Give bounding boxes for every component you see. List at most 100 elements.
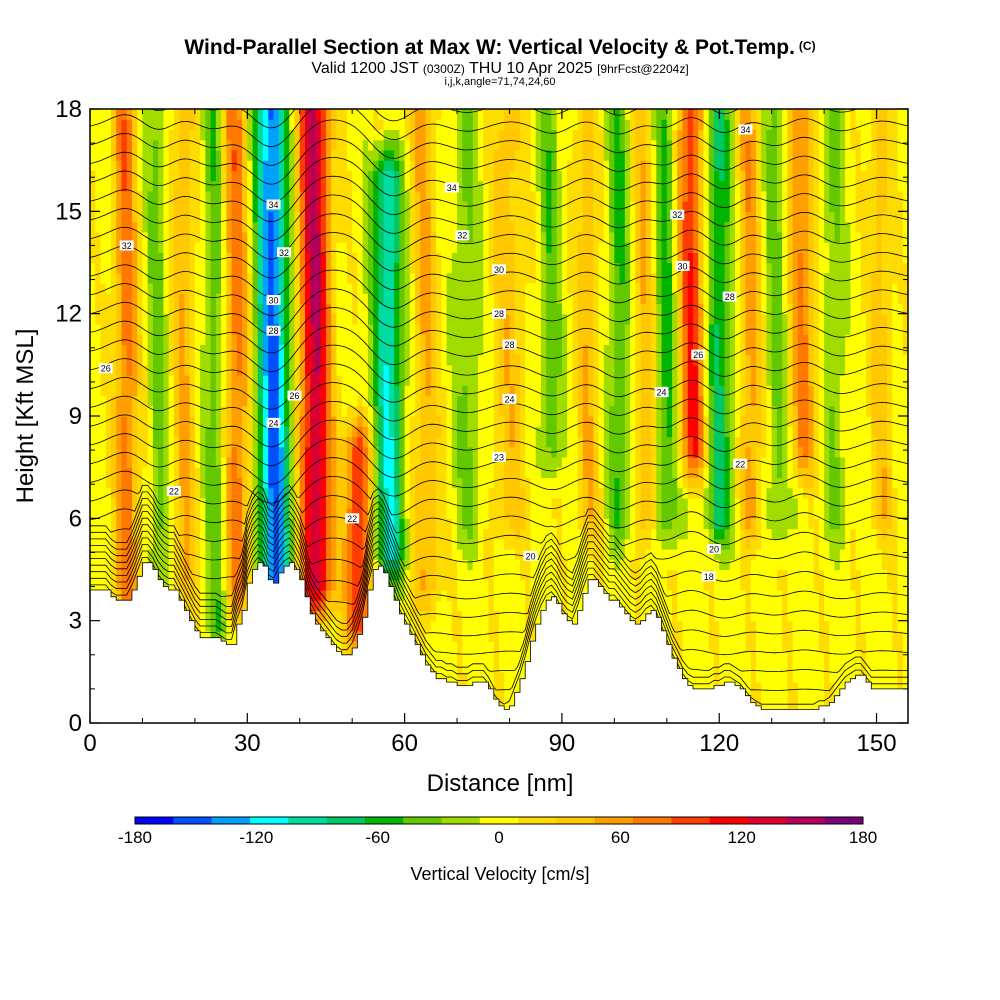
velocity-cell [90,395,96,407]
velocity-cell [158,467,165,478]
velocity-cell [336,221,343,233]
velocity-cell [415,416,421,427]
velocity-cell [163,569,170,581]
velocity-cell [179,416,185,427]
velocity-cell [242,508,248,519]
velocity-cell [152,446,159,458]
velocity-cell [158,139,165,151]
velocity-cell [121,160,128,171]
velocity-cell [499,477,505,489]
velocity-cell [152,549,159,560]
velocity-cell [304,477,311,489]
velocity-cell [472,477,479,489]
velocity-cell [194,303,201,315]
velocity-cell [310,221,317,233]
velocity-cell [394,569,400,581]
velocity-cell [357,589,364,601]
velocity-cell [131,231,138,243]
velocity-cell [325,375,332,386]
velocity-cell [499,139,505,151]
velocity-cell [388,109,395,120]
velocity-cell [278,508,285,519]
velocity-cell [436,170,442,182]
velocity-cell [478,293,484,305]
velocity-cell [304,170,311,182]
velocity-cell [294,272,301,284]
velocity-cell [121,272,128,284]
velocity-cell [425,272,432,284]
velocity-cell [105,579,112,591]
velocity-cell [467,641,474,652]
velocity-cell [399,416,406,427]
velocity-cell [152,242,159,253]
velocity-cell [373,508,379,519]
velocity-cell [488,149,495,161]
velocity-cell [315,416,322,427]
velocity-cell [383,375,390,386]
velocity-cell [179,221,185,233]
velocity-cell [499,344,505,356]
velocity-cell [478,528,484,540]
velocity-cell [163,129,170,141]
velocity-cell [483,559,490,571]
velocity-cell [299,272,306,284]
velocity-cell [336,129,343,141]
velocity-cell [231,538,238,550]
velocity-cell [221,416,227,427]
velocity-cell [519,282,526,294]
velocity-cell [451,262,458,274]
velocity-cell [304,456,311,468]
velocity-cell [310,579,317,591]
velocity-cell [478,487,484,499]
velocity-cell [147,272,154,284]
velocity-cell [362,456,369,468]
velocity-cell [278,180,285,192]
velocity-cell [226,436,233,448]
velocity-cell [90,508,96,519]
velocity-cell [142,497,149,509]
velocity-cell [514,446,521,458]
velocity-cell [509,671,516,683]
velocity-cell [284,170,290,182]
velocity-cell [126,375,133,386]
velocity-cell [514,375,521,386]
velocity-cell [226,221,233,233]
velocity-cell [399,487,406,499]
velocity-cell [168,282,175,294]
velocity-cell [451,221,458,233]
velocity-cell [483,242,490,253]
velocity-cell [357,323,364,335]
velocity-cell [478,600,484,612]
velocity-cell [451,467,458,478]
velocity-cell [263,467,269,478]
velocity-cell [514,149,521,161]
velocity-cell [362,252,369,264]
velocity-cell [336,569,343,581]
velocity-cell [509,375,516,386]
velocity-cell [315,190,322,202]
velocity-cell [336,630,343,642]
velocity-cell [184,487,191,499]
velocity-cell [252,559,259,571]
velocity-cell [394,375,400,386]
velocity-cell [304,528,311,540]
velocity-cell [441,569,448,581]
velocity-cell [499,313,505,325]
velocity-cell [158,375,165,386]
velocity-cell [462,364,469,376]
velocity-cell [200,221,206,233]
velocity-cell [126,487,133,499]
velocity-cell [147,242,154,253]
velocity-cell [163,528,170,540]
velocity-cell [462,119,469,131]
velocity-cell [215,180,222,192]
velocity-cell [446,139,453,151]
velocity-cell [478,416,484,427]
velocity-cell [457,313,463,325]
velocity-cell [152,293,159,305]
velocity-cell [304,487,311,499]
velocity-cell [95,293,102,305]
velocity-cell [488,671,495,683]
velocity-cell [263,446,269,458]
velocity-cell [90,416,96,427]
